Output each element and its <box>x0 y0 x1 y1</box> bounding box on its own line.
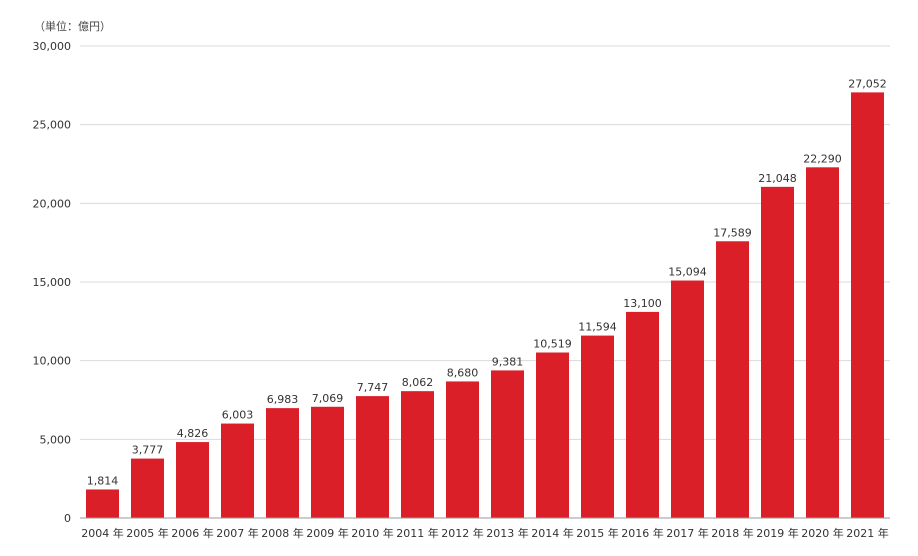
value-label: 8,062 <box>402 376 434 389</box>
value-label: 3,777 <box>132 444 164 457</box>
bar <box>176 442 209 518</box>
value-label: 22,290 <box>803 152 842 165</box>
y-tick-label: 5,000 <box>40 433 72 446</box>
bars <box>86 92 884 519</box>
y-tick-label: 25,000 <box>33 119 72 132</box>
bar <box>491 370 524 518</box>
y-tick-label: 10,000 <box>33 355 72 368</box>
bar <box>266 408 299 518</box>
x-tick-label: 2006 年 <box>171 526 214 540</box>
x-tick-label: 2020 年 <box>801 526 844 540</box>
x-tick-label: 2010 年 <box>351 526 394 540</box>
y-tick-label: 20,000 <box>33 197 72 210</box>
y-tick-label: 0 <box>64 512 71 525</box>
x-tick-label: 2021 年 <box>846 526 889 540</box>
value-label: 13,100 <box>623 297 662 310</box>
value-label: 6,003 <box>222 409 254 422</box>
value-label: 8,680 <box>447 366 479 379</box>
bar <box>851 92 884 518</box>
value-labels: 1,814 3,777 4,826 6,003 6,983 7,069 7,747 8,062… <box>87 77 887 487</box>
x-tick-label: 2019 年 <box>756 526 799 540</box>
x-tick-label: 2007 年 <box>216 526 259 540</box>
bar <box>356 396 389 518</box>
bar <box>131 458 164 518</box>
value-label: 21,048 <box>758 172 797 185</box>
y-tick-label: 30,000 <box>33 40 72 53</box>
bar <box>311 406 344 518</box>
value-label: 6,983 <box>267 393 299 406</box>
bar <box>401 391 434 518</box>
bar <box>806 167 839 518</box>
bar <box>221 423 254 518</box>
value-label: 15,094 <box>668 266 707 279</box>
x-tick-label: 2016 年 <box>621 526 664 540</box>
value-label: 4,826 <box>177 427 209 440</box>
value-label: 17,589 <box>713 226 752 239</box>
value-label: 27,052 <box>848 77 887 90</box>
gridlines <box>80 45 890 440</box>
x-tick-label: 2008 年 <box>261 526 304 540</box>
x-tick-label: 2014 年 <box>531 526 574 540</box>
x-axis-ticks: 2004 年 2005 年 2006 年 2007 年 2008 年 2009 年 2010… <box>81 526 889 540</box>
value-label: 1,814 <box>87 474 119 487</box>
value-label: 10,519 <box>533 338 572 351</box>
bar <box>671 280 704 518</box>
x-tick-label: 2004 年 <box>81 526 124 540</box>
value-label: 7,747 <box>357 381 389 394</box>
bar <box>626 311 659 518</box>
y-axis-ticks: 0 5,000 10,000 15,000 20,000 25,000 30,000 <box>33 40 72 525</box>
x-tick-label: 2012 年 <box>441 526 484 540</box>
value-label: 9,381 <box>492 355 524 368</box>
value-label: 7,069 <box>312 392 344 405</box>
bar <box>446 381 479 518</box>
bar <box>536 352 569 518</box>
y-tick-label: 15,000 <box>33 276 72 289</box>
x-tick-label: 2005 年 <box>126 526 169 540</box>
x-tick-label: 2015 年 <box>576 526 619 540</box>
x-tick-label: 2017 年 <box>666 526 709 540</box>
unit-label: （単位：億円） <box>34 20 111 33</box>
value-label: 11,594 <box>578 321 617 334</box>
bar <box>716 241 749 518</box>
bar <box>761 186 794 519</box>
x-tick-label: 2009 年 <box>306 526 349 540</box>
x-tick-label: 2013 年 <box>486 526 529 540</box>
bar <box>86 489 119 518</box>
x-tick-label: 2011 年 <box>396 526 439 540</box>
bar <box>581 335 614 518</box>
x-tick-label: 2018 年 <box>711 526 754 540</box>
